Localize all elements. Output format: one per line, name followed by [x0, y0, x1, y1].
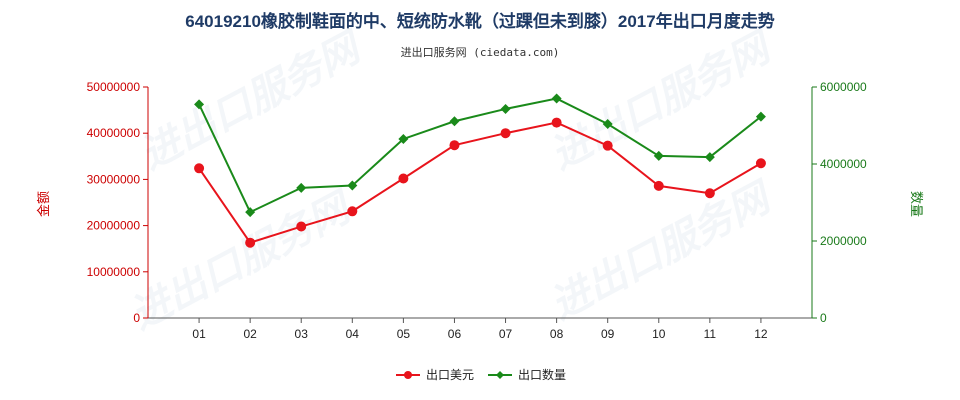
data-point — [194, 163, 205, 174]
data-point — [296, 182, 307, 193]
data-point — [653, 150, 664, 161]
data-point — [704, 188, 715, 199]
left-tick-label: 10000000 — [87, 265, 141, 279]
legend-marker — [404, 371, 412, 379]
chart-subtitle: 进出口服务网 (ciedata.com) — [401, 45, 560, 59]
watermark-text: 进出口服务网 — [544, 174, 782, 328]
chart-title: 64019210橡胶制鞋面的中、短统防水靴（过踝但未到膝）2017年出口月度走势 — [185, 11, 774, 31]
right-axis-label: 数量 — [909, 191, 924, 217]
data-point — [602, 118, 613, 129]
data-point — [245, 207, 256, 218]
data-point — [500, 128, 511, 139]
x-tick-label: 05 — [397, 327, 411, 341]
left-tick-label: 30000000 — [87, 172, 141, 186]
x-tick-label: 11 — [704, 327, 717, 341]
data-point — [449, 140, 460, 151]
data-point — [755, 158, 766, 169]
left-tick-label: 0 — [133, 311, 140, 325]
left-tick-label: 50000000 — [87, 80, 141, 94]
x-tick-label: 01 — [192, 327, 206, 341]
data-point — [551, 117, 562, 128]
left-tick-label: 40000000 — [87, 126, 141, 140]
right-y-axis: 0 2000000 4000000 6000000 — [811, 80, 867, 325]
right-tick-label: 2000000 — [820, 234, 867, 248]
x-tick-label: 12 — [754, 327, 768, 341]
data-point — [347, 180, 358, 191]
watermark-text: 进出口服务网 — [124, 184, 362, 338]
data-point — [500, 103, 511, 114]
data-point — [449, 116, 460, 127]
data-point — [194, 99, 205, 110]
left-axis-label: 金额 — [36, 191, 51, 217]
x-tick-label: 08 — [550, 327, 564, 341]
right-tick-label: 4000000 — [820, 157, 867, 171]
x-tick-label: 06 — [448, 327, 462, 341]
data-point — [653, 180, 664, 191]
x-axis: 01 02 03 04 05 06 07 08 09 10 11 12 — [192, 318, 768, 341]
x-tick-label: 10 — [652, 327, 666, 341]
x-tick-label: 04 — [346, 327, 360, 341]
data-point — [551, 93, 562, 104]
watermark-text: 进出口服务网 — [134, 24, 372, 178]
right-tick-label: 6000000 — [820, 80, 867, 94]
left-y-axis: 0 10000000 20000000 30000000 40000000 5000000… — [87, 80, 149, 325]
series-export-usd — [194, 117, 766, 248]
legend-item[interactable]: 出口美元 — [396, 368, 474, 382]
x-tick-label: 02 — [243, 327, 257, 341]
x-tick-label: 07 — [499, 327, 513, 341]
data-point — [347, 206, 358, 217]
data-point — [704, 152, 715, 163]
data-point — [398, 133, 409, 144]
x-tick-label: 09 — [601, 327, 615, 341]
legend-marker — [496, 371, 504, 379]
legend-label: 出口数量 — [518, 367, 566, 382]
data-point — [755, 111, 766, 122]
legend-label: 出口美元 — [426, 368, 474, 382]
series-line — [198, 121, 762, 244]
series-line — [198, 97, 762, 214]
x-tick-label: 03 — [295, 327, 309, 341]
series-export-quantity — [194, 93, 766, 218]
data-point — [296, 221, 307, 232]
legend-item[interactable]: 出口数量 — [488, 367, 566, 382]
data-point — [245, 237, 256, 248]
right-tick-label: 0 — [820, 311, 827, 325]
series-layer — [194, 93, 766, 248]
left-tick-label: 20000000 — [87, 219, 141, 233]
data-point — [602, 140, 613, 151]
data-point — [398, 173, 409, 184]
legend[interactable]: 出口美元 出口数量 — [396, 367, 566, 382]
